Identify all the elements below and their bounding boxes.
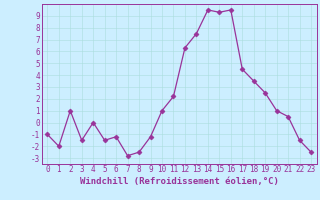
X-axis label: Windchill (Refroidissement éolien,°C): Windchill (Refroidissement éolien,°C) bbox=[80, 177, 279, 186]
